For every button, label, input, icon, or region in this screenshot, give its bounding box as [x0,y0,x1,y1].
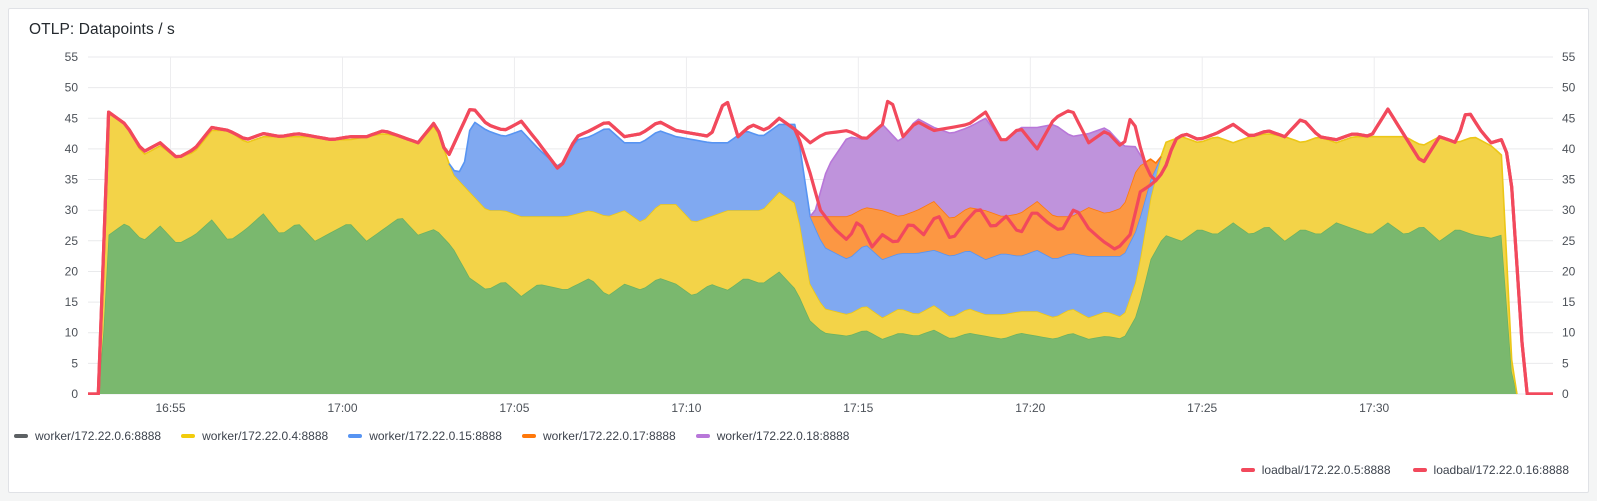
y-axis-label-left: 50 [65,81,79,95]
y-axis-label-left: 45 [65,111,79,125]
y-axis-label-right: 5 [1562,356,1569,370]
area-worker/172.22.0.6:8888 [88,213,1553,394]
y-axis-label-right: 40 [1562,142,1576,156]
y-axis-label-left: 30 [65,203,79,217]
legend-item-worker[interactable]: worker/172.22.0.4:8888 [181,429,328,443]
y-axis-label-left: 55 [65,50,79,64]
legend-label: worker/172.22.0.6:8888 [35,429,162,443]
legend-item-loadbal[interactable]: loadbal/172.22.0.5:8888 [1240,463,1391,477]
x-axis-label: 17:20 [1015,401,1045,415]
y-axis-label-left: 0 [71,387,78,401]
y-axis-label-left: 35 [65,173,79,187]
x-axis-label: 17:30 [1359,401,1389,415]
y-axis-label-left: 20 [65,265,79,279]
legend-swatch [1240,468,1255,472]
y-axis-label-right: 45 [1562,111,1576,125]
y-axis-label-left: 10 [65,326,79,340]
y-axis-label-left: 5 [71,356,78,370]
y-axis-label-left: 15 [65,295,79,309]
area-worker/172.22.0.15:8888 [88,112,1553,394]
x-axis-label: 17:10 [671,401,701,415]
legend-item-worker[interactable]: worker/172.22.0.17:8888 [521,429,676,443]
legend-workers: worker/172.22.0.6:8888 worker/172.22.0.4:… [14,429,849,443]
x-axis-label: 17:15 [843,401,873,415]
y-axis-label-right: 20 [1562,265,1576,279]
y-axis-label-left: 25 [65,234,79,248]
line-loadbal/172.22.0.16:8888 [88,100,1553,395]
legend-swatch [1412,468,1427,472]
legend-label: loadbal/172.22.0.5:8888 [1261,463,1391,477]
legend-item-worker[interactable]: worker/172.22.0.6:8888 [14,429,161,443]
x-axis-label: 17:25 [1187,401,1217,415]
y-axis-label-right: 25 [1562,234,1576,248]
area-worker/172.22.0.4:8888 [88,112,1553,394]
y-axis-label-right: 10 [1562,326,1576,340]
legend-label: worker/172.22.0.18:8888 [716,429,850,443]
legend-item-worker[interactable]: worker/172.22.0.15:8888 [348,429,502,443]
x-axis-label: 17:05 [499,401,529,415]
panel-title[interactable]: OTLP: Datapoints / s [29,21,175,38]
y-axis-label-right: 30 [1562,203,1576,217]
y-axis-label-right: 50 [1562,81,1576,95]
legend-label: loadbal/172.22.0.16:8888 [1433,463,1569,477]
y-axis-label-right: 55 [1562,50,1576,64]
legend-swatch [181,434,196,438]
y-axis-label-right: 35 [1562,173,1576,187]
legend-swatch [521,434,536,438]
legend-item-loadbal[interactable]: loadbal/172.22.0.16:8888 [1412,463,1569,477]
legend-label: worker/172.22.0.15:8888 [369,429,502,443]
legend-loadbalancers: loadbal/172.22.0.5:8888 loadbal/172.22.0.… [1240,463,1569,477]
x-axis-label: 16:55 [155,401,185,415]
legend-label: worker/172.22.0.17:8888 [542,429,676,443]
legend-label: worker/172.22.0.4:8888 [202,429,329,443]
y-axis-label-right: 15 [1562,295,1576,309]
legend-swatch [348,434,363,438]
legend-swatch [695,434,710,438]
y-axis-label-left: 40 [65,142,79,156]
legend-swatch [14,434,28,438]
legend-item-worker[interactable]: worker/172.22.0.18:8888 [695,429,850,443]
y-axis-label-right: 0 [1562,387,1569,401]
x-axis-label: 17:00 [327,401,357,415]
